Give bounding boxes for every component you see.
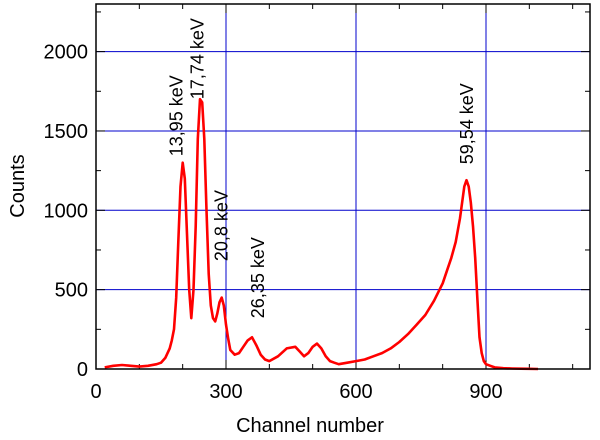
x-tick-label: 0 (90, 381, 101, 403)
x-tick-label: 300 (209, 381, 242, 403)
peak-label: 59,54 keV (457, 83, 477, 164)
plot-frame (95, 3, 591, 370)
y-tick-label: 2000 (44, 42, 89, 64)
peak-label: 20,8 keV (211, 190, 231, 261)
peak-label: 17,74 keV (188, 18, 208, 99)
series-line (104, 97, 539, 371)
peak-label: 13,95 keV (167, 75, 187, 156)
y-tick-label: 0 (77, 359, 88, 381)
peak-label: 26,35 keV (248, 237, 268, 318)
y-tick-label: 500 (55, 280, 88, 302)
grid (96, 4, 590, 369)
y-axis-label: Counts (7, 154, 29, 217)
x-tick-label: 600 (339, 381, 372, 403)
y-tick-label: 1000 (44, 200, 89, 222)
y-tick-label: 1500 (44, 121, 89, 143)
x-tick-label: 900 (469, 381, 502, 403)
x-tick-labels: 0 300 600 900 (90, 381, 502, 403)
minor-ticks (95, 4, 590, 370)
x-axis-label: Channel number (236, 415, 384, 437)
y-tick-labels: 0 500 1000 1500 2000 (44, 42, 89, 381)
